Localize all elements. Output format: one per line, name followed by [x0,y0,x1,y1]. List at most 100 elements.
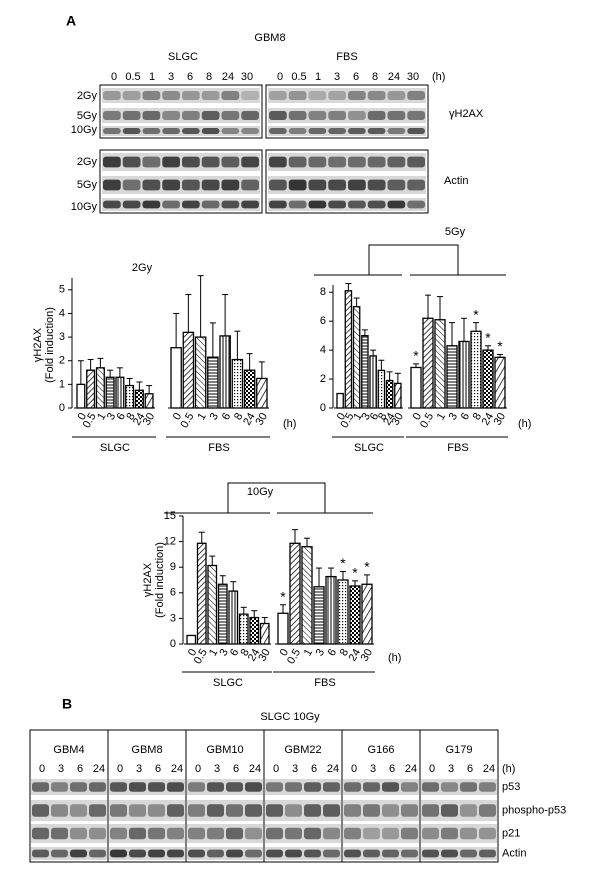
bar [219,335,231,409]
blot-band [110,827,127,840]
bar [86,369,96,409]
blot-band [188,827,205,840]
blot-band [162,200,180,209]
y-tick-label: 5 [59,284,65,296]
blot-band [201,200,220,209]
blot-band [266,849,283,858]
y-axis-label: γH2AX [32,327,44,362]
blot-band [407,128,425,134]
blot-band [32,804,49,817]
x-tick-label: 6 [459,411,472,422]
time-label: 0 [195,763,201,775]
blot-band [221,91,240,100]
blot-band [387,200,406,209]
blot-strip [268,198,426,211]
blot-band [122,91,141,100]
blot-band [422,804,439,817]
y-tick-label: 6 [170,587,176,599]
significance: * [473,306,479,322]
blot-band [226,827,243,840]
blot-band [348,111,366,120]
blot-band [422,782,439,792]
blot-band [70,782,87,792]
blot-frame [265,84,429,139]
blot-band [182,156,200,168]
x-tick-label: 8 [338,647,351,658]
x-tick-label: 3 [447,411,460,422]
x-tick-label: 24 [347,647,364,664]
time-label: 6 [233,763,239,775]
x-tick-label: 8 [471,411,484,422]
blot-strip [109,779,185,795]
blot-label: Actin [444,175,468,187]
time-label: 24 [327,763,339,775]
blot-band [363,782,380,792]
blot-frame [265,149,429,214]
blot-band [269,179,287,191]
x-tick-label: 1 [95,411,108,422]
dose-label: 5Gy [77,110,98,122]
blot-band [407,200,425,209]
significance: * [497,338,503,354]
time-label: 24 [483,763,495,775]
blot-band [167,782,184,792]
time-label: 3 [136,763,142,775]
blot-band [387,128,406,134]
blot-band [288,179,307,191]
blot-band [348,179,366,191]
x-tick-label: 0 [76,411,89,422]
blot-band [70,804,87,817]
bar [385,379,394,409]
bar [434,319,446,409]
blot-band [367,179,386,191]
blot-band [241,179,259,191]
x-tick-label: 6 [228,647,241,658]
cell-line: GBM4 [53,744,84,756]
y-tick-label: 0 [320,402,326,414]
blot-band [269,111,287,120]
blot-band [89,849,106,858]
dose-label: 10Gy [71,201,98,213]
blot-band [51,849,68,858]
blot-band [407,156,425,168]
time-label: 24 [222,71,234,83]
blot-band [323,827,340,840]
blot-band [308,200,327,209]
blot-band [460,804,477,817]
blot-band [32,849,49,858]
x-tick-label: 1 [435,411,448,422]
blot-band [201,91,220,100]
blot-band [129,827,146,840]
blot-band [241,111,259,120]
blot-band [344,804,361,817]
time-label: 0.5 [125,71,140,83]
time-label: 0 [273,763,279,775]
dose-label: 2Gy [77,90,98,102]
group-label: SLGC [213,677,243,689]
significance: * [352,565,358,581]
time-label: 1 [149,71,155,83]
y-tick-label: 8 [320,286,326,298]
x-tick-label: 1 [302,647,315,658]
bar [352,306,361,409]
significance: * [280,588,286,604]
bar [289,542,301,645]
blot-band [288,156,307,168]
blot-frame [99,149,263,214]
blot-band [226,804,243,817]
blot-band [103,111,121,120]
row-label: p21 [502,827,520,839]
bar [482,349,494,409]
blot-band [407,91,425,100]
x-tick-label: 8 [232,411,245,422]
blot-band [288,91,307,100]
blot-strip [31,847,107,860]
cell-line: G179 [446,744,473,756]
blot-band [167,827,184,840]
time-label: 30 [241,71,253,83]
blot-band [401,849,418,858]
x-tick-label: 3 [314,647,327,658]
bar [313,586,325,645]
blot-band [70,849,87,858]
blot-band [129,804,146,817]
